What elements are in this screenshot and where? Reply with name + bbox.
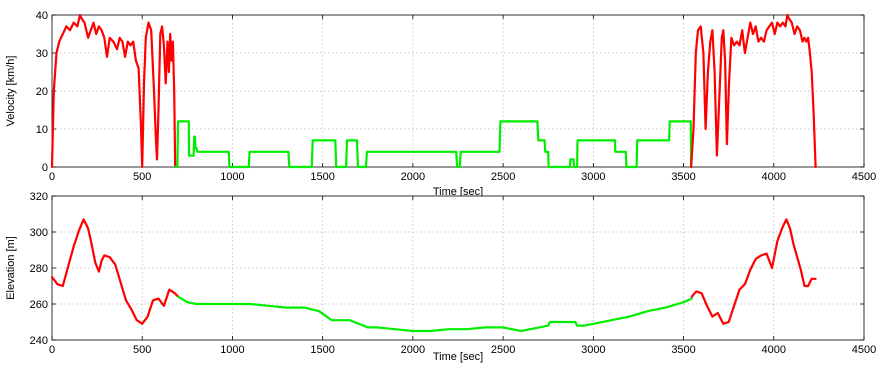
x-axis-label: Time [sec] bbox=[433, 186, 483, 198]
x-tick-label: 0 bbox=[49, 344, 55, 356]
y-tick-label: 0 bbox=[42, 162, 48, 174]
y-tick-label: 240 bbox=[30, 335, 48, 347]
x-tick-label: 2000 bbox=[401, 171, 425, 183]
series-line-1 bbox=[50, 13, 177, 169]
series-line-2 bbox=[177, 295, 693, 333]
elevation-plot: 0 500 1000 1500 2000 2500 3000 3500 4000 4500 240 2… bbox=[5, 191, 876, 363]
x-tick-label: 2500 bbox=[491, 344, 515, 356]
x-tick-label: 3000 bbox=[581, 171, 605, 183]
x-tick-label: 2000 bbox=[401, 344, 425, 356]
x-tick-label: 1500 bbox=[310, 171, 334, 183]
plot-area bbox=[51, 195, 865, 341]
y-axis-label: Elevation [m] bbox=[5, 236, 17, 300]
x-tick-label: 4000 bbox=[762, 344, 786, 356]
x-tick-label: 4500 bbox=[852, 344, 876, 356]
y-axis-label: Velocity [km/h] bbox=[5, 56, 17, 127]
y-tick-label: 20 bbox=[36, 86, 48, 98]
x-tick-label: 500 bbox=[133, 171, 151, 183]
y-tick-label: 10 bbox=[36, 124, 48, 136]
y-tick-label: 30 bbox=[36, 48, 48, 60]
x-axis-label: Time [sec] bbox=[433, 351, 483, 363]
x-tick-label: 3500 bbox=[671, 344, 695, 356]
y-tick-label: 280 bbox=[30, 263, 48, 275]
x-tick-label: 500 bbox=[133, 344, 151, 356]
series-line-1 bbox=[50, 218, 180, 325]
x-tick-label: 4500 bbox=[852, 171, 876, 183]
series-line-2 bbox=[174, 120, 693, 169]
x-tick-label: 1000 bbox=[220, 344, 244, 356]
x-tick-label: 3500 bbox=[671, 171, 695, 183]
velocity-plot: 0 500 1000 1500 2000 2500 3000 3500 4000 4500 0 10 2… bbox=[5, 10, 876, 198]
y-tick-label: 260 bbox=[30, 299, 48, 311]
x-tick-label: 2500 bbox=[491, 171, 515, 183]
series-line-3 bbox=[690, 218, 817, 325]
x-tick-label: 0 bbox=[49, 171, 55, 183]
x-tick-label: 3000 bbox=[581, 344, 605, 356]
y-tick-label: 300 bbox=[30, 227, 48, 239]
y-tick-label: 320 bbox=[30, 191, 48, 203]
x-tick-label: 1500 bbox=[310, 344, 334, 356]
series-line-3 bbox=[689, 13, 817, 169]
y-tick-label: 40 bbox=[36, 10, 48, 22]
x-tick-label: 1000 bbox=[220, 171, 244, 183]
x-tick-label: 4000 bbox=[762, 171, 786, 183]
